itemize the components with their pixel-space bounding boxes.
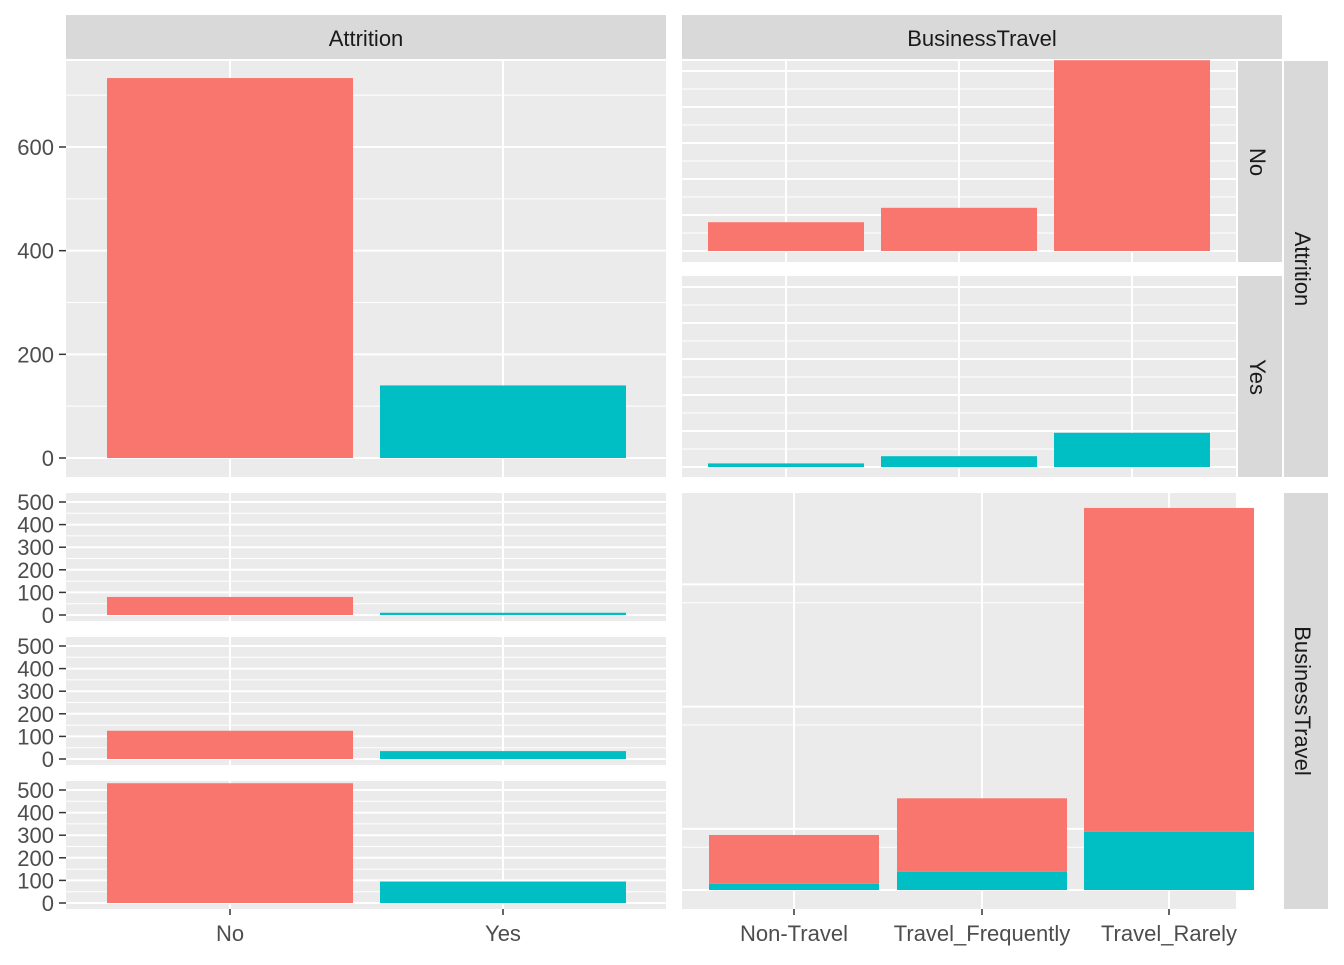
y-tick-label: 300 (17, 823, 54, 848)
bar-yes (380, 751, 626, 759)
bar-non-travel-no (709, 834, 879, 884)
y-tick-label: 200 (17, 702, 54, 727)
bar-no (107, 730, 353, 759)
x-tick-label: Travel_Frequently (894, 921, 1070, 946)
y-tick-label: 500 (17, 634, 54, 659)
y-tick-label: 200 (17, 558, 54, 583)
y-tick-label: 0 (42, 603, 54, 628)
y-tick-label: 0 (42, 446, 54, 471)
bar-yes (380, 881, 626, 903)
x-tick-label: Yes (485, 921, 521, 946)
bar-no (107, 783, 353, 903)
y-tick-label: 200 (17, 342, 54, 367)
y-tick-label: 500 (17, 490, 54, 515)
y-tick-label: 400 (17, 239, 54, 264)
y-tick-label: 100 (17, 868, 54, 893)
bar-travel_rarely-no (1084, 507, 1254, 832)
strip-right-outer-top (1284, 61, 1328, 477)
bar-travel_frequently (881, 207, 1037, 251)
y-tick-label: 300 (17, 679, 54, 704)
y-tick-label: 400 (17, 513, 54, 538)
y-tick-label: 200 (17, 846, 54, 871)
bar-no (107, 596, 353, 615)
y-tick-label: 0 (42, 747, 54, 772)
x-tick-label: Non-Travel (740, 921, 848, 946)
y-tick-label: 100 (17, 724, 54, 749)
strip-top-right-label: BusinessTravel (907, 26, 1057, 51)
strip-top-left (66, 15, 666, 59)
bar-yes (380, 612, 626, 615)
y-tick-label: 400 (17, 801, 54, 826)
bar-no (107, 78, 353, 458)
strip-right-outer-bottom (1284, 493, 1328, 909)
strip-right-no (1238, 61, 1282, 262)
y-tick-label: 500 (17, 778, 54, 803)
y-tick-label: 0 (42, 891, 54, 916)
bar-travel_frequently-yes (897, 871, 1067, 890)
x-tick-label: No (216, 921, 244, 946)
strip-right-outer-top-label: Attrition (1290, 232, 1315, 307)
y-tick-label: 400 (17, 657, 54, 682)
bar-non-travel-yes (709, 883, 879, 890)
strip-right-outer-bottom-label: BusinessTravel (1290, 626, 1315, 776)
y-tick-label: 300 (17, 535, 54, 560)
bar-travel_frequently-no (897, 798, 1067, 872)
bar-non-travel (708, 222, 864, 251)
strip-right-no-label: No (1245, 148, 1270, 176)
x-tick-label: Travel_Rarely (1101, 921, 1237, 946)
strip-top-right (682, 15, 1282, 59)
y-tick-label: 600 (17, 135, 54, 160)
bar-travel_rarely-yes (1084, 831, 1254, 890)
strip-right-yes (1238, 276, 1282, 477)
bar-yes (380, 385, 626, 458)
bar-travel_frequently (881, 456, 1037, 467)
y-tick-label: 100 (17, 580, 54, 605)
strip-right-yes-label: Yes (1245, 359, 1270, 395)
bar-travel_rarely (1054, 60, 1210, 252)
bar-non-travel (708, 463, 864, 467)
bar-travel_rarely (1054, 432, 1210, 467)
strip-top-left-label: Attrition (329, 26, 404, 51)
